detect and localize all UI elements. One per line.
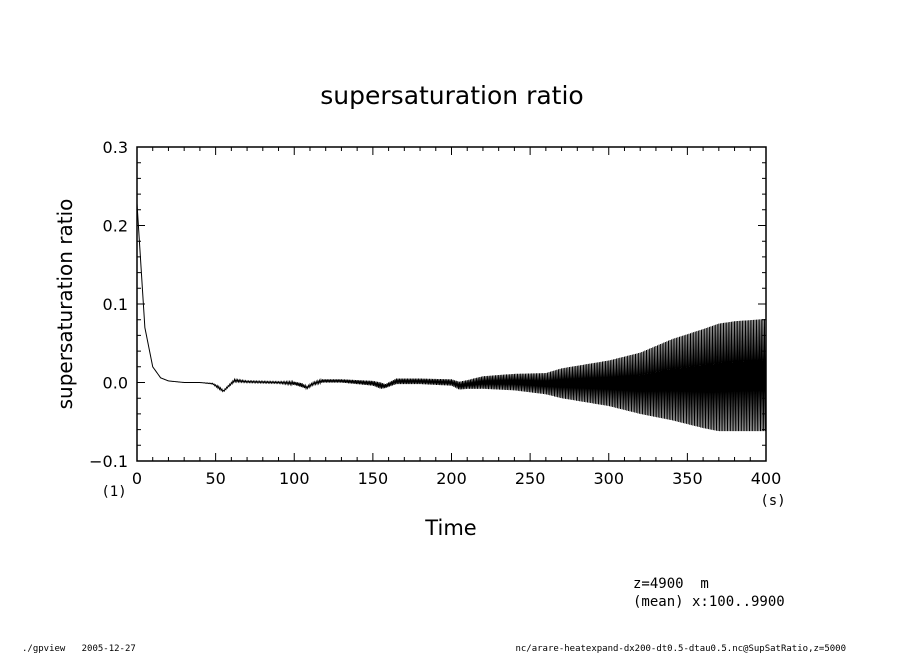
x-tick-label: 250 [515, 469, 546, 488]
series-line [136, 203, 767, 432]
axis-ticks [136, 146, 767, 462]
x-tick-label: 50 [205, 469, 225, 488]
y-tick-label: 0.2 [103, 217, 128, 236]
footer-right: nc/arare-heatexpand-dx200-dt0.5-dtau0.5.… [515, 644, 846, 654]
x-tick-labels: 0 50 100 150 200 250 300 350 400 [132, 469, 781, 488]
y-tick-label: 0.0 [103, 374, 128, 393]
y-axis-label: supersaturation ratio [53, 199, 77, 410]
y-tick-labels: −0.1 0.0 0.1 0.2 0.3 [89, 138, 128, 471]
y-unit-label: (1) [101, 484, 126, 500]
x-tick-label: 350 [672, 469, 703, 488]
plot-frame [136, 146, 767, 462]
footer-left: ./gpview 2005-12-27 [22, 644, 136, 654]
y-tick-label: 0.3 [103, 138, 128, 157]
y-tick-label: −0.1 [89, 452, 128, 471]
x-axis-label: Time [424, 516, 476, 540]
tick-marks [136, 146, 767, 462]
x-tick-label: 150 [358, 469, 389, 488]
x-tick-label: 300 [593, 469, 624, 488]
x-tick-label: 200 [436, 469, 467, 488]
y-tick-label: 0.1 [103, 295, 128, 314]
x-tick-label: 100 [279, 469, 310, 488]
annotation-level: z=4900 m [633, 576, 709, 592]
x-tick-label: 400 [751, 469, 782, 488]
series-path [136, 203, 767, 432]
annotation-mean: (mean) x:100..9900 [633, 594, 785, 610]
chart-title: supersaturation ratio [320, 81, 583, 110]
x-tick-label: 0 [132, 469, 142, 488]
x-unit-label: (s) [760, 493, 785, 509]
